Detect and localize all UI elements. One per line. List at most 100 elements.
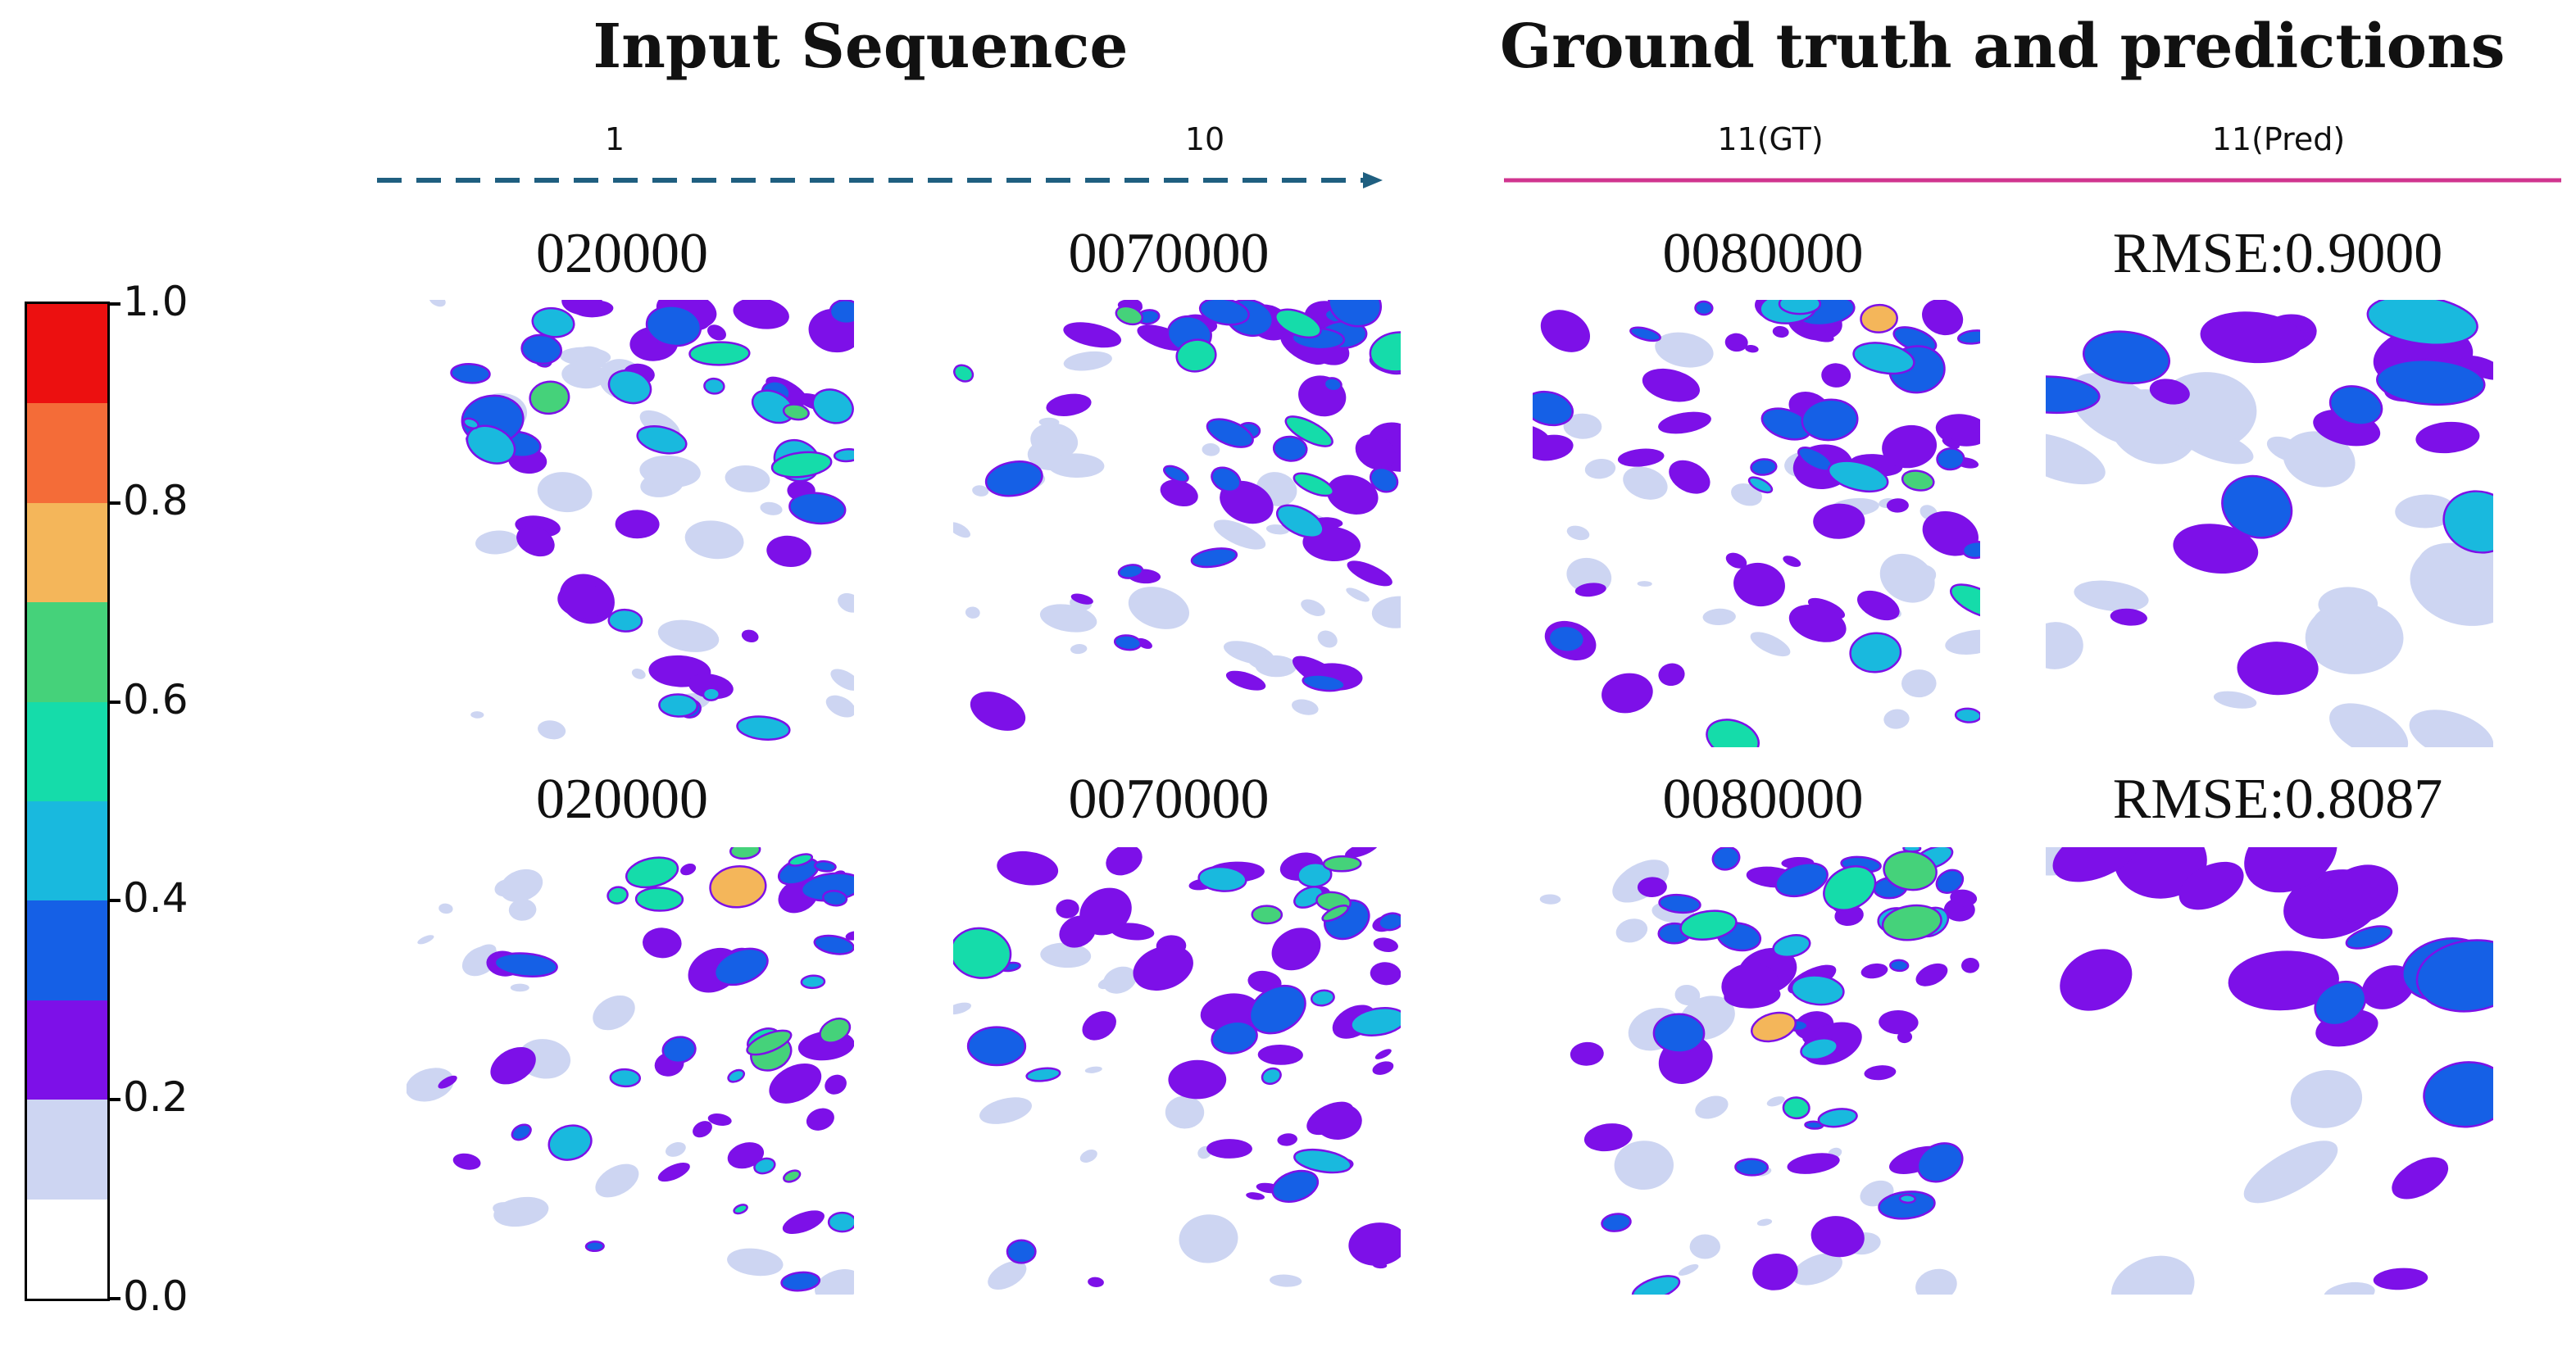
echo-cell <box>972 485 989 497</box>
colorbar-segment <box>27 303 107 404</box>
radar-panel-row1-input1 <box>407 300 854 747</box>
echo-cell <box>1879 553 1935 603</box>
echo-cell <box>1047 453 1105 478</box>
echo-cell <box>508 899 537 921</box>
echo-cell <box>1040 942 1092 968</box>
echo-cell <box>766 535 811 568</box>
echo-cell <box>953 522 971 538</box>
echo-cell <box>452 1153 481 1170</box>
echo-cell <box>2082 330 2171 384</box>
echo-cell <box>1070 593 1093 605</box>
echo-cell <box>1206 418 1254 448</box>
echo-cell <box>1197 865 1247 892</box>
echo-cell <box>1783 556 1801 567</box>
echo-cell <box>407 1068 454 1102</box>
echo-cell <box>1248 984 1306 1035</box>
input-sequence-dashed-arrow <box>377 172 1383 188</box>
echo-cell <box>830 669 854 691</box>
colorbar-segment <box>27 602 107 702</box>
echo-cell <box>1849 632 1902 674</box>
echo-cell <box>733 300 789 329</box>
echo-cell <box>643 927 682 959</box>
echo-cell <box>1601 1213 1632 1232</box>
echo-cell <box>1046 393 1092 416</box>
echo-cell <box>1547 624 1586 653</box>
echo-cell <box>736 715 791 741</box>
echo-cell <box>1801 398 1859 442</box>
echo-cell <box>490 1046 536 1085</box>
echo-cell <box>1821 363 1851 388</box>
echo-cell <box>1277 1133 1297 1146</box>
echo-cell <box>1614 1141 1674 1191</box>
echo-cell <box>1321 904 1350 923</box>
colorbar-tick-label: 1.0 <box>123 278 189 325</box>
echo-cell <box>1369 466 1399 493</box>
echo-cell <box>707 1113 732 1126</box>
echo-cell <box>1623 466 1668 500</box>
echo-cell <box>1774 862 1829 898</box>
echo-cell <box>1652 1013 1706 1054</box>
echo-cell <box>2409 710 2493 747</box>
echo-cell <box>1211 466 1242 493</box>
echo-cell <box>1160 479 1198 507</box>
echo-cell <box>1731 483 1762 506</box>
echo-cell <box>1916 1142 1964 1183</box>
echo-cell <box>531 306 575 338</box>
echo-cell <box>1936 447 1965 471</box>
echo-cell <box>1823 865 1877 911</box>
echo-cell <box>1271 1169 1320 1203</box>
echo-cell <box>1274 308 1322 339</box>
echo-cell <box>753 1157 776 1175</box>
echo-cell <box>800 974 826 990</box>
echo-cell <box>693 1121 712 1138</box>
echo-cell <box>997 850 1059 886</box>
echo-cell <box>1202 442 1220 456</box>
echo-cell <box>729 847 761 860</box>
echo-cell <box>1922 300 1964 336</box>
echo-cell <box>1782 1096 1810 1120</box>
radar-panel-row1-input10 <box>953 300 1401 747</box>
echo-cell <box>2074 580 2149 612</box>
echo-cell <box>688 674 734 700</box>
echo-cell <box>466 424 516 465</box>
panel-title-row1-gt: 0080000 <box>1662 222 1864 285</box>
echo-cell <box>741 629 759 643</box>
echo-cell <box>1669 460 1711 494</box>
echo-cell <box>1315 1103 1362 1140</box>
echo-cell <box>822 889 848 907</box>
echo-cell <box>829 300 854 325</box>
echo-cell <box>645 305 702 347</box>
echo-cell <box>1745 345 1759 353</box>
echo-cell <box>538 720 566 740</box>
echo-cell <box>707 324 726 341</box>
echo-cell <box>966 1026 1027 1067</box>
echo-cell <box>2173 524 2259 574</box>
echo-cell <box>1945 629 1980 655</box>
radar-panel-row2-input10 <box>953 847 1401 1295</box>
echo-cell <box>438 1075 457 1089</box>
echo-cell <box>2114 847 2207 899</box>
echo-cell <box>825 1074 847 1095</box>
colorbar-segment <box>27 701 107 801</box>
echo-cell <box>813 859 837 873</box>
echo-cell <box>1190 547 1238 569</box>
echo-cell <box>657 619 720 652</box>
panel-title-row2-gt: 0080000 <box>1662 768 1864 831</box>
echo-cell <box>1371 596 1401 628</box>
echo-cell <box>1950 889 1978 907</box>
echo-cell <box>811 388 854 424</box>
echo-cell <box>1323 377 1343 392</box>
echo-cell <box>1800 1037 1838 1061</box>
echo-cell <box>1901 469 1935 492</box>
echo-cell <box>727 1248 784 1277</box>
echo-cell <box>2395 494 2456 528</box>
echo-cell <box>666 1141 686 1157</box>
echo-cell <box>788 853 814 867</box>
echo-cell <box>537 472 593 513</box>
echo-cell <box>1298 375 1347 417</box>
echo-cell <box>1915 1268 1957 1295</box>
echo-cell <box>1310 989 1335 1007</box>
echo-cell <box>1954 707 1980 723</box>
echo-cell <box>1750 458 1778 476</box>
echo-cell <box>516 526 555 557</box>
